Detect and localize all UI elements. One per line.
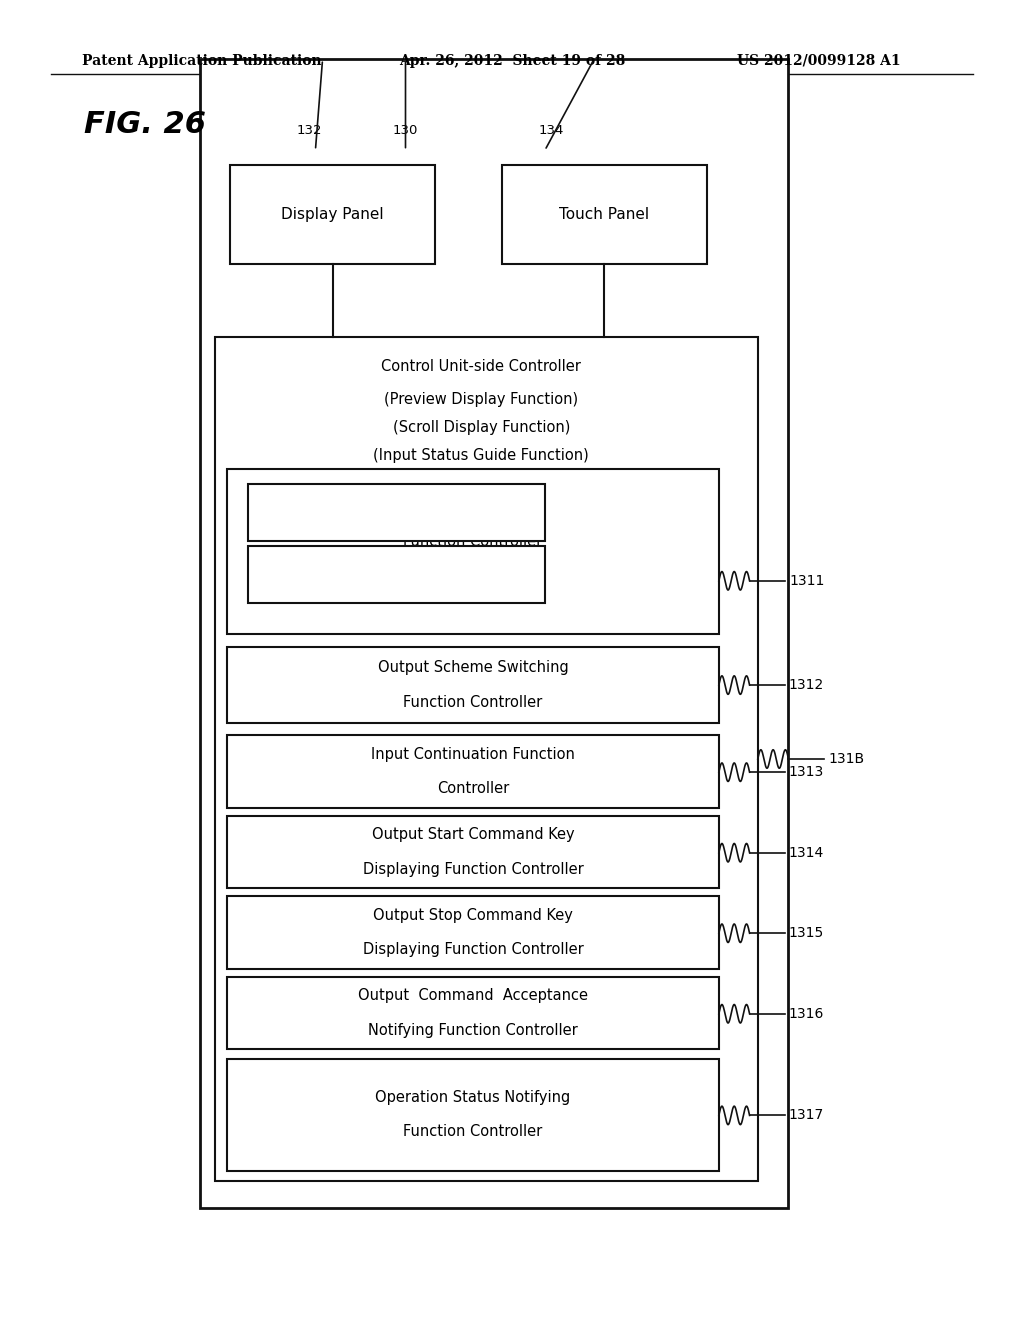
Text: Displaying Function Controller: Displaying Function Controller (362, 942, 584, 957)
Bar (248, 484, 545, 541)
Bar (230, 165, 435, 264)
Text: Output Stop Command Key: Output Stop Command Key (373, 908, 573, 923)
Text: Output Scheme Switching: Output Scheme Switching (378, 660, 568, 676)
Text: Notifying Function Controller: Notifying Function Controller (369, 1023, 578, 1038)
Text: 1313: 1313 (788, 766, 823, 779)
Text: Output Processing: Output Processing (407, 498, 540, 513)
Text: 1312: 1312 (788, 678, 823, 692)
Text: 131B: 131B (828, 752, 864, 766)
Text: 1317: 1317 (788, 1109, 823, 1122)
Text: FIG. 26: FIG. 26 (84, 110, 206, 139)
Text: 1311: 1311 (790, 574, 825, 587)
Text: 132: 132 (297, 124, 322, 137)
Bar (227, 896, 719, 969)
Bar (215, 337, 758, 1181)
Text: (Preview Display Function): (Preview Display Function) (384, 392, 579, 408)
Bar (227, 977, 719, 1049)
Text: Touch Panel: Touch Panel (559, 207, 649, 222)
Text: 1315: 1315 (788, 927, 823, 940)
Text: Output  Command  Acceptance: Output Command Acceptance (358, 989, 588, 1003)
Bar (227, 735, 719, 808)
Text: (Input Status Guide Function): (Input Status Guide Function) (374, 447, 589, 463)
Text: 134: 134 (539, 124, 563, 137)
Text: Control Unit-side Controller: Control Unit-side Controller (381, 359, 582, 375)
Text: $1^{st}$ Output Scheme: $1^{st}$ Output Scheme (324, 502, 469, 524)
Bar (502, 165, 707, 264)
Text: Display Panel: Display Panel (282, 207, 384, 222)
Bar (227, 1059, 719, 1171)
Text: 130: 130 (393, 124, 418, 137)
Bar (227, 816, 719, 888)
Bar (227, 647, 719, 723)
Text: Function Controller: Function Controller (403, 533, 543, 549)
Text: Output Start Command Key: Output Start Command Key (372, 828, 574, 842)
Text: Displaying Function Controller: Displaying Function Controller (362, 862, 584, 876)
Bar (227, 469, 719, 634)
Text: US 2012/0099128 A1: US 2012/0099128 A1 (737, 54, 901, 67)
Text: 1314: 1314 (788, 846, 823, 859)
Text: Input Continuation Function: Input Continuation Function (371, 747, 575, 762)
Text: Function Controller: Function Controller (403, 1125, 543, 1139)
Bar (248, 546, 545, 603)
Text: Operation Status Notifying: Operation Status Notifying (376, 1090, 570, 1105)
Text: Function Controller: Function Controller (403, 694, 543, 710)
Text: 1316: 1316 (788, 1007, 824, 1020)
Bar (200, 59, 788, 1208)
Text: $2^{nd}$ Output Scheme: $2^{nd}$ Output Scheme (322, 564, 471, 586)
Text: Patent Application Publication: Patent Application Publication (82, 54, 322, 67)
Text: (Scroll Display Function): (Scroll Display Function) (392, 420, 570, 436)
Text: Apr. 26, 2012  Sheet 19 of 28: Apr. 26, 2012 Sheet 19 of 28 (399, 54, 626, 67)
Text: Controller: Controller (437, 781, 509, 796)
